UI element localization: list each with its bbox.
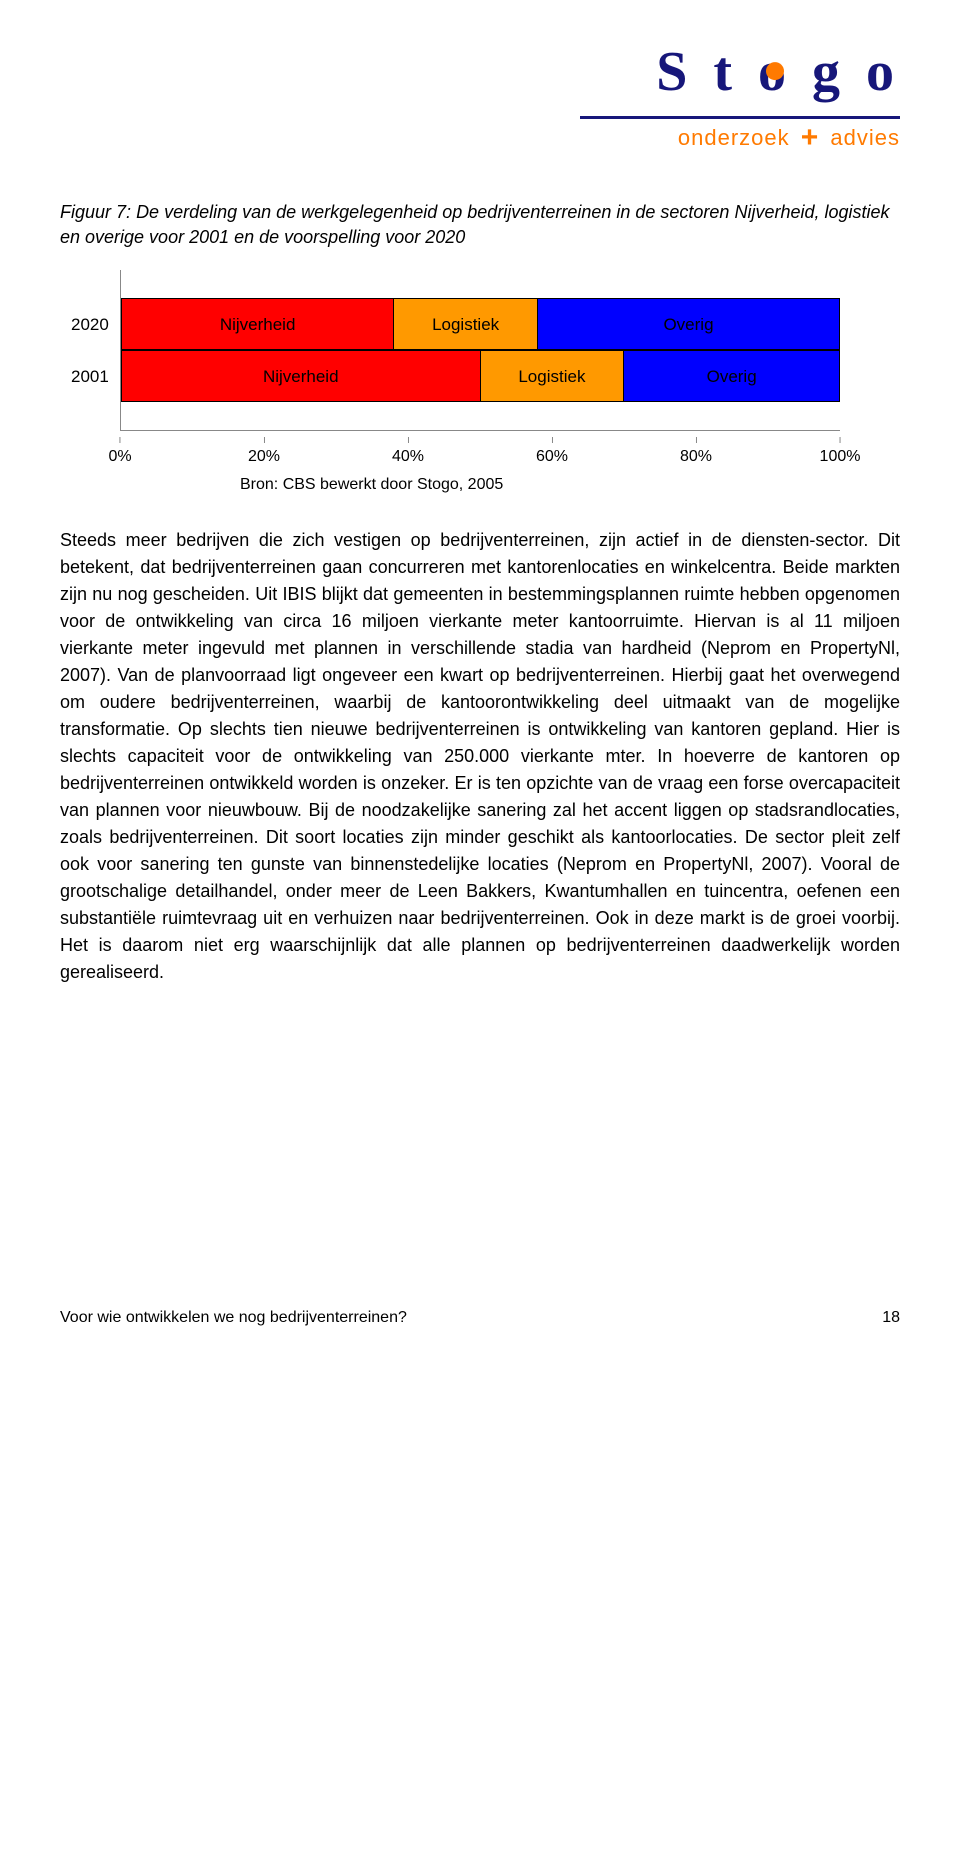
bar-segment: Overig: [538, 298, 840, 350]
tagline-plus-icon: +: [797, 121, 824, 154]
x-axis-tick: 40%: [392, 437, 424, 469]
chart-bar-row: NijverheidLogistiekOverig: [121, 298, 840, 350]
bar-segment: Nijverheid: [121, 350, 481, 402]
x-axis-tick: 0%: [108, 437, 131, 469]
figure-caption-text: De verdeling van de werkgelegenheid op b…: [60, 202, 890, 247]
x-axis-tick: 20%: [248, 437, 280, 469]
chart-source: Bron: CBS bewerkt door Stogo, 2005: [60, 473, 900, 497]
body-paragraph: Steeds meer bedrijven die zich vestigen …: [60, 527, 900, 986]
x-axis-tick: 80%: [680, 437, 712, 469]
bar-segment: Logistiek: [394, 298, 538, 350]
x-axis-tick: 60%: [536, 437, 568, 469]
brand-tagline: onderzoek + advies: [60, 115, 900, 160]
bar-segment: Nijverheid: [121, 298, 394, 350]
chart-bar-row: NijverheidLogistiekOverig: [121, 350, 840, 402]
bar-segment: Overig: [624, 350, 840, 402]
footer-title: Voor wie ontwikkelen we nog bedrijventer…: [60, 1306, 407, 1330]
brand-name: S t o g o: [60, 30, 900, 114]
x-axis-tick: 100%: [820, 437, 861, 469]
bar-segment: Logistiek: [481, 350, 625, 402]
page-number: 18: [882, 1306, 900, 1330]
figure-caption-label: Figuur 7:: [60, 202, 131, 222]
page-footer: Voor wie ontwikkelen we nog bedrijventer…: [60, 1306, 900, 1330]
brand-logo: S t o g o onderzoek + advies: [60, 30, 900, 160]
chart-x-axis: 0%20%40%60%80%100%: [120, 437, 840, 463]
stacked-bar-chart: 2020NijverheidLogistiekOverig2001Nijverh…: [120, 270, 840, 431]
tagline-right: advies: [830, 125, 900, 150]
y-axis-label: 2020: [71, 312, 109, 338]
y-axis-label: 2001: [71, 364, 109, 390]
figure-caption: Figuur 7: De verdeling van de werkgelege…: [60, 200, 900, 250]
tagline-left: onderzoek: [678, 125, 790, 150]
